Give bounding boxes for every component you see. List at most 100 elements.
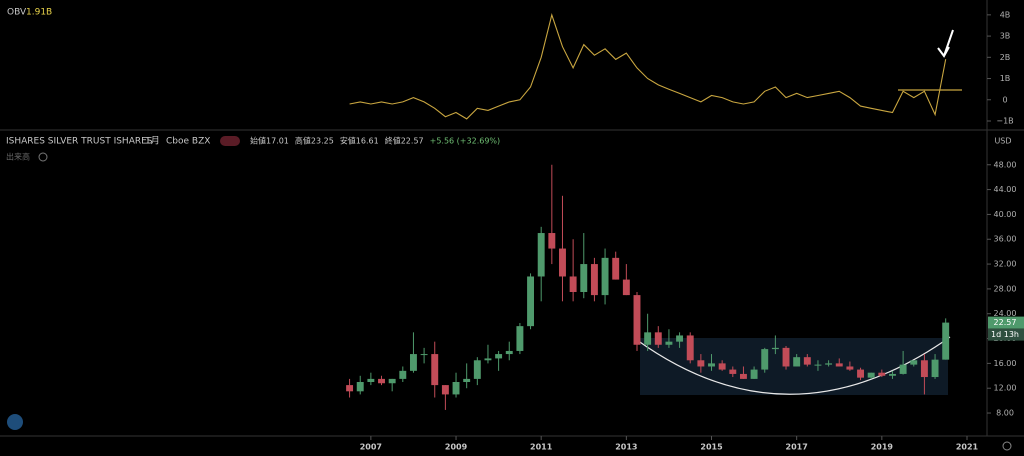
x-tick-label: 2009	[445, 443, 468, 452]
candle-body	[463, 378, 471, 382]
candle-body	[708, 363, 715, 367]
x-tick-label: 2015	[700, 443, 723, 452]
candle-body	[559, 248, 566, 277]
ohlc-item: +5.56 (+32.69%)	[430, 137, 501, 146]
candle-body	[899, 364, 907, 374]
y-tick-label: 36.00	[994, 235, 1017, 244]
candle-body	[676, 335, 684, 342]
candle-body	[771, 347, 779, 350]
x-tick-label: 2011	[530, 443, 553, 452]
y-tick-label: 44.00	[994, 185, 1017, 194]
obv-label: OBV	[7, 8, 27, 18]
y-tick-label: 12.00	[994, 384, 1017, 393]
last-price: 22.57	[994, 318, 1017, 327]
candle-body	[920, 360, 928, 378]
candle-body	[356, 382, 364, 392]
candle-body	[803, 357, 811, 365]
candle-body	[590, 264, 598, 296]
x-tick-label: 2017	[786, 443, 808, 452]
candle-body	[846, 366, 854, 370]
y-tick-label: −1B	[996, 116, 1013, 125]
visibility-icon[interactable]	[38, 152, 48, 162]
candle-body	[516, 326, 524, 351]
candle-body	[569, 276, 577, 292]
y-tick-label: 28.00	[994, 284, 1017, 293]
candle-body	[612, 257, 620, 280]
candle-body	[346, 385, 354, 392]
x-tick-label: 2019	[871, 443, 894, 452]
volume-label: 出来高	[6, 152, 30, 162]
ohlc-item: 安値16.61	[340, 136, 379, 146]
y-tick-label: 3B	[1000, 32, 1011, 41]
candle-body	[697, 360, 705, 367]
ohlc-item: 高値23.25	[295, 136, 334, 146]
y-tick-label: 40.00	[994, 210, 1017, 219]
candle-body	[686, 335, 694, 361]
ohlc-item: 始値17.01	[250, 136, 289, 146]
candle-body	[378, 378, 385, 384]
ohlc-item: 終値22.57	[385, 136, 424, 146]
countdown-box	[988, 328, 1024, 341]
y-tick-label: 16.00	[994, 359, 1017, 368]
interval: 1月	[145, 136, 160, 147]
candle-body	[665, 341, 673, 345]
candle-body	[388, 378, 396, 384]
candle-body	[750, 369, 758, 379]
candle-body	[367, 378, 375, 382]
cup-arc	[636, 336, 951, 395]
chart-title: ISHARES SILVER TRUST ISHARES	[6, 137, 153, 147]
candle-body	[601, 257, 609, 296]
exchange: Cboe BZX	[166, 137, 210, 147]
candle-body	[739, 373, 747, 379]
candle-body	[548, 233, 556, 249]
candle-body	[942, 322, 950, 360]
candle-body	[654, 332, 662, 345]
currency: USD	[994, 137, 1011, 146]
candle-body	[644, 332, 652, 345]
candle-body	[857, 369, 864, 378]
x-tick-label: 2013	[615, 443, 637, 452]
candle-body	[495, 354, 503, 359]
candle-body	[452, 382, 460, 395]
candle-body	[622, 279, 630, 296]
obv-line	[349, 12, 947, 120]
x-tick-label: 2007	[360, 443, 382, 452]
ohlc-legend: 始値17.01 高値23.25 安値16.61 終値22.57 +5.56 (+32.6…	[250, 136, 500, 146]
y-tick-label: 8.00	[996, 409, 1014, 418]
candle-body	[910, 360, 918, 365]
candle-body	[782, 347, 790, 367]
candle-body	[814, 364, 822, 366]
candle-body	[473, 360, 481, 379]
candle-body	[484, 358, 492, 361]
arrow	[937, 29, 954, 58]
candle-body	[441, 385, 449, 395]
candle-body	[580, 264, 588, 292]
y-tick-label: 24.00	[994, 309, 1017, 318]
candle-body	[729, 369, 737, 374]
y-tick-label: 0	[1002, 95, 1007, 104]
y-tick-label: 4B	[1000, 10, 1011, 19]
y-tick-label: 32.00	[994, 260, 1017, 269]
candle-body	[761, 349, 769, 370]
candle-body	[867, 372, 875, 378]
candle-body	[835, 363, 843, 367]
x-tick-label: 2021	[956, 443, 979, 452]
candle-body	[878, 372, 886, 376]
obv-value: 1.91B	[26, 8, 52, 18]
status-badge[interactable]	[220, 136, 240, 146]
candle-body	[505, 350, 513, 355]
candle-body	[399, 370, 407, 379]
candle-body	[527, 276, 535, 327]
candle-body	[889, 373, 896, 376]
y-tick-label: 48.00	[994, 160, 1017, 169]
settings-button[interactable]	[1002, 441, 1012, 451]
candle-body	[718, 363, 726, 370]
last-price-box	[988, 316, 1024, 329]
candle-body	[793, 357, 801, 367]
y-tick-label: 1B	[1000, 74, 1011, 83]
candle-body	[633, 295, 641, 345]
candle-body	[409, 354, 417, 371]
logo-button[interactable]	[7, 414, 23, 430]
